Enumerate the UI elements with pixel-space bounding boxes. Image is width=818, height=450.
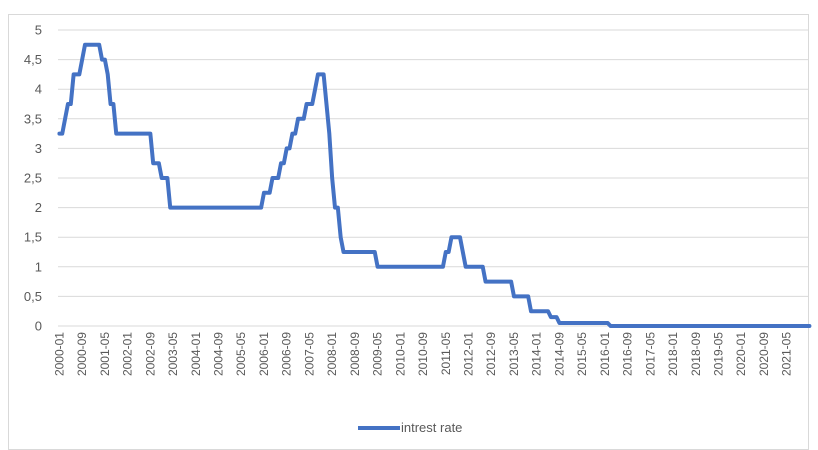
y-tick-label-8: 4 (35, 82, 42, 97)
x-tick-label-23: 2015-05 (575, 332, 589, 376)
x-tick-label-7: 2004-09 (212, 332, 226, 376)
x-tick-label-4: 2002-09 (143, 332, 157, 376)
x-tick-label-10: 2006-09 (280, 332, 294, 376)
y-tick-label-10: 5 (35, 23, 42, 38)
x-tick-label-21: 2014-01 (530, 332, 544, 376)
x-tick-label-26: 2017-05 (643, 332, 657, 376)
x-tick-label-25: 2016-09 (621, 332, 635, 376)
x-tick-label-27: 2018-01 (666, 332, 680, 376)
y-tick-label-0: 0 (35, 319, 42, 334)
x-tick-label-29: 2019-05 (712, 332, 726, 376)
series-line-0 (57, 42, 812, 328)
x-axis-tick-labels: 2000-01 2000-09 2001-05 2002-01 2002-09 2003-… (52, 332, 793, 376)
y-tick-label-5: 2,5 (24, 171, 42, 186)
y-tick-label-6: 3 (35, 141, 42, 156)
x-tick-label-6: 2004-01 (189, 332, 203, 376)
x-tick-label-15: 2010-01 (393, 332, 407, 376)
x-tick-label-31: 2020-09 (757, 332, 771, 376)
y-tick-label-9: 4,5 (24, 52, 42, 67)
x-tick-label-28: 2018-09 (689, 332, 703, 376)
series-layer (57, 42, 812, 328)
x-tick-label-5: 2003-05 (166, 332, 180, 376)
x-tick-label-8: 2005-05 (234, 332, 248, 376)
x-tick-label-12: 2008-01 (325, 332, 339, 376)
x-tick-label-0: 2000-01 (52, 332, 66, 376)
x-tick-label-19: 2012-09 (484, 332, 498, 376)
x-tick-label-9: 2006-01 (257, 332, 271, 376)
y-tick-label-3: 1,5 (24, 230, 42, 245)
x-tick-label-32: 2021-05 (780, 332, 794, 376)
x-tick-label-17: 2011-05 (439, 332, 453, 375)
x-tick-label-20: 2013-05 (507, 332, 521, 376)
x-tick-label-3: 2002-01 (121, 332, 135, 376)
x-tick-label-16: 2010-09 (416, 332, 430, 376)
y-tick-label-2: 1 (35, 259, 42, 274)
y-axis-tick-labels: 0 0,5 1 1,5 2 2,5 3 3,5 4 4,5 5 (24, 23, 42, 334)
y-tick-label-4: 2 (35, 200, 42, 215)
legend: intrest rate (358, 420, 462, 435)
x-tick-label-24: 2016-01 (598, 332, 612, 376)
x-tick-label-11: 2007-05 (302, 332, 316, 376)
x-tick-label-18: 2012-01 (462, 332, 476, 376)
chart-frame (8, 14, 809, 450)
x-tick-label-2: 2001-05 (98, 332, 112, 376)
x-tick-label-14: 2009-05 (371, 332, 385, 376)
y-tick-label-7: 3,5 (24, 111, 42, 126)
x-tick-label-30: 2020-01 (734, 332, 748, 376)
x-tick-label-13: 2008-09 (348, 332, 362, 376)
gridlines (58, 29, 808, 327)
legend-label-intrest-rate: intrest rate (401, 420, 462, 435)
x-tick-label-1: 2000-09 (75, 332, 89, 376)
y-tick-label-1: 0,5 (24, 289, 42, 304)
x-tick-label-22: 2014-09 (552, 332, 566, 376)
